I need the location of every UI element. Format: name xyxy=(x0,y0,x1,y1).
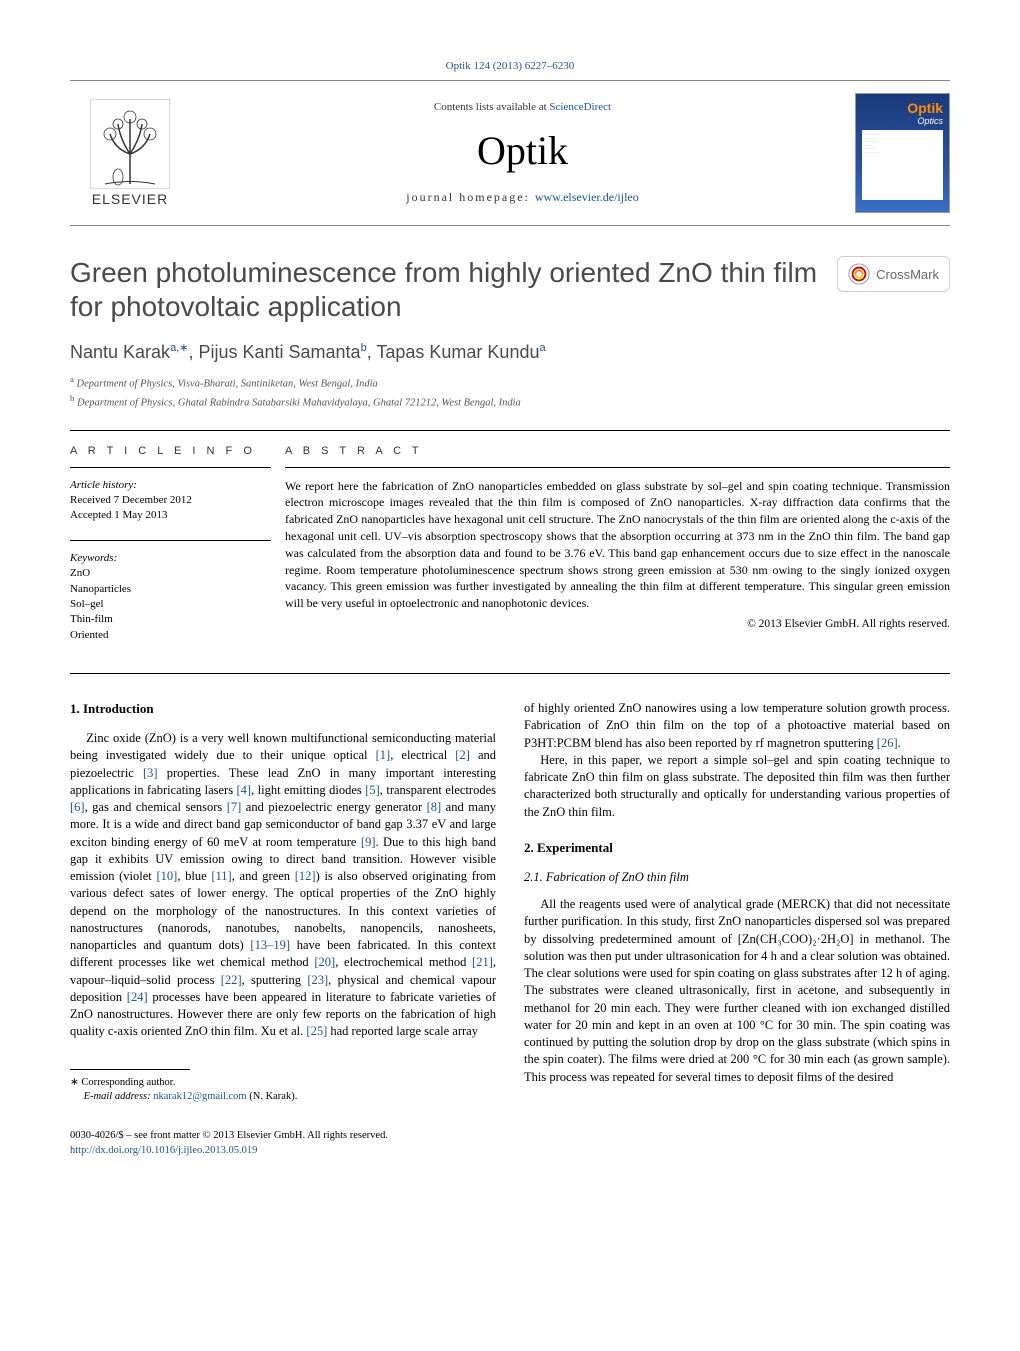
left-column: 1. Introduction Zinc oxide (ZnO) is a ve… xyxy=(70,700,496,1105)
affiliations: a Department of Physics, Visva-Bharati, … xyxy=(70,373,950,412)
intro-paragraph: Zinc oxide (ZnO) is a very well known mu… xyxy=(70,730,496,1041)
corr-author-label: ∗ Corresponding author. xyxy=(70,1076,496,1091)
ref-link[interactable]: [25] xyxy=(306,1024,327,1038)
abstract-copyright: © 2013 Elsevier GmbH. All rights reserve… xyxy=(285,618,950,630)
abstract-column: A B S T R A C T We report here the fabri… xyxy=(285,431,950,674)
t: and piezoelectric energy generator xyxy=(241,800,426,814)
citation-header: Optik 124 (2013) 6227–6230 xyxy=(70,60,950,72)
ref-link[interactable]: [13–19] xyxy=(250,938,290,952)
intro-continuation: of highly oriented ZnO nanowires using a… xyxy=(524,700,950,752)
ref-link[interactable]: [4] xyxy=(237,783,252,797)
t: , light emitting diodes xyxy=(251,783,365,797)
ref-link[interactable]: [7] xyxy=(227,800,242,814)
cover-subtitle: Optics xyxy=(862,116,943,126)
citation-link[interactable]: Optik 124 (2013) 6227–6230 xyxy=(446,60,575,72)
cover-title: Optik xyxy=(862,100,943,116)
section-2-heading: 2. Experimental xyxy=(524,839,950,857)
ref-link[interactable]: [6] xyxy=(70,800,85,814)
abstract-heading: A B S T R A C T xyxy=(285,445,950,457)
email-suffix: (N. Karak). xyxy=(247,1091,298,1102)
t: , electrochemical method xyxy=(335,955,472,969)
author-2: Pijus Kanti Samanta xyxy=(198,342,360,362)
accepted-date: Accepted 1 May 2013 xyxy=(70,508,271,523)
intro-paragraph-2: Here, in this paper, we report a simple … xyxy=(524,752,950,821)
aff-b-text: Department of Physics, Ghatal Rabindra S… xyxy=(77,398,521,409)
t: , blue xyxy=(177,869,211,883)
keyword-item: Sol–gel xyxy=(70,597,271,612)
publisher-name: ELSEVIER xyxy=(92,191,168,207)
ref-link[interactable]: [5] xyxy=(365,783,380,797)
footnote-separator xyxy=(70,1069,190,1070)
t: had reported large scale array xyxy=(327,1024,478,1038)
experimental-paragraph: All the reagents used were of analytical… xyxy=(524,896,950,1086)
ref-link[interactable]: [24] xyxy=(127,990,148,1004)
keyword-item: Nanoparticles xyxy=(70,582,271,597)
t: , electrical xyxy=(390,748,455,762)
ref-link[interactable]: [11] xyxy=(211,869,231,883)
t: , transparent electrodes xyxy=(380,783,496,797)
author-3-sup: a xyxy=(539,342,545,354)
right-column: of highly oriented ZnO nanowires using a… xyxy=(524,700,950,1105)
author-3: Tapas Kumar Kundu xyxy=(376,342,539,362)
article-info-column: A R T I C L E I N F O Article history: R… xyxy=(70,431,285,674)
doi-link[interactable]: http://dx.doi.org/10.1016/j.ijleo.2013.0… xyxy=(70,1145,257,1156)
article-history-label: Article history: xyxy=(70,478,271,493)
received-date: Received 7 December 2012 xyxy=(70,493,271,508)
corresponding-author-footnote: ∗ Corresponding author. E-mail address: … xyxy=(70,1076,496,1105)
cover-toc-box: — — — —— — —— — — —— —— — —— — — — xyxy=(862,130,943,200)
ref-link[interactable]: [2] xyxy=(455,748,470,762)
aff-a-text: Department of Physics, Visva-Bharati, Sa… xyxy=(77,379,378,390)
contents-available: Contents lists available at ScienceDirec… xyxy=(190,101,855,113)
aff-b-sup: b xyxy=(70,393,74,403)
contents-prefix: Contents lists available at xyxy=(434,101,549,113)
article-info-heading: A R T I C L E I N F O xyxy=(70,445,271,457)
ref-link[interactable]: [8] xyxy=(427,800,442,814)
ref-link[interactable]: [23] xyxy=(307,973,328,987)
article-title: Green photoluminescence from highly orie… xyxy=(70,256,817,323)
email-link[interactable]: nkarak12@gmail.com xyxy=(153,1091,246,1102)
keyword-list: ZnO Nanoparticles Sol–gel Thin-film Orie… xyxy=(70,566,271,643)
keyword-item: Oriented xyxy=(70,628,271,643)
author-list: Nantu Karaka,∗, Pijus Kanti Samantab, Ta… xyxy=(70,341,950,363)
email-label: E-mail address: xyxy=(84,1091,154,1102)
abstract-text: We report here the fabrication of ZnO na… xyxy=(285,478,950,612)
ref-link[interactable]: [21] xyxy=(472,955,493,969)
t: , and green xyxy=(232,869,295,883)
journal-header: ELSEVIER Contents lists available at Sci… xyxy=(70,80,950,226)
keyword-item: ZnO xyxy=(70,566,271,581)
author-1-sup: a,∗ xyxy=(170,342,188,354)
ref-link[interactable]: [26] xyxy=(877,736,898,750)
ref-link[interactable]: [1] xyxy=(376,748,391,762)
publisher-logo: ELSEVIER xyxy=(70,93,190,213)
ref-link[interactable]: [3] xyxy=(143,766,158,780)
section-2-1-heading: 2.1. Fabrication of ZnO thin film xyxy=(524,869,950,886)
ref-link[interactable]: [20] xyxy=(314,955,335,969)
ref-link[interactable]: [10] xyxy=(156,869,177,883)
crossmark-badge[interactable]: CrossMark xyxy=(837,256,950,292)
ref-link[interactable]: [9] xyxy=(361,835,376,849)
journal-homepage: journal homepage: www.elsevier.de/ijleo xyxy=(190,190,855,205)
homepage-label: journal homepage: xyxy=(406,190,535,204)
crossmark-label: CrossMark xyxy=(876,267,939,282)
aff-a-sup: a xyxy=(70,374,74,384)
author-2-sup: b xyxy=(361,342,367,354)
homepage-link[interactable]: www.elsevier.de/ijleo xyxy=(535,190,639,204)
keyword-item: Thin-film xyxy=(70,612,271,627)
header-center: Contents lists available at ScienceDirec… xyxy=(190,101,855,205)
author-1: Nantu Karak xyxy=(70,342,170,362)
t: . xyxy=(898,736,901,750)
keywords-label: Keywords: xyxy=(70,551,271,566)
journal-cover-thumb: Optik Optics — — — —— — —— — — —— —— — —… xyxy=(855,93,950,213)
ref-link[interactable]: [12] xyxy=(295,869,316,883)
bottom-matter: 0030-4026/$ – see front matter © 2013 El… xyxy=(70,1129,950,1158)
section-1-heading: 1. Introduction xyxy=(70,700,496,718)
sciencedirect-link[interactable]: ScienceDirect xyxy=(549,101,611,113)
issn-line: 0030-4026/$ – see front matter © 2013 El… xyxy=(70,1129,950,1144)
crossmark-icon xyxy=(848,263,870,285)
ref-link[interactable]: [22] xyxy=(221,973,242,987)
t: , gas and chemical sensors xyxy=(85,800,227,814)
elsevier-tree-icon xyxy=(90,99,170,189)
t: , sputtering xyxy=(242,973,308,987)
journal-name: Optik xyxy=(190,127,855,174)
